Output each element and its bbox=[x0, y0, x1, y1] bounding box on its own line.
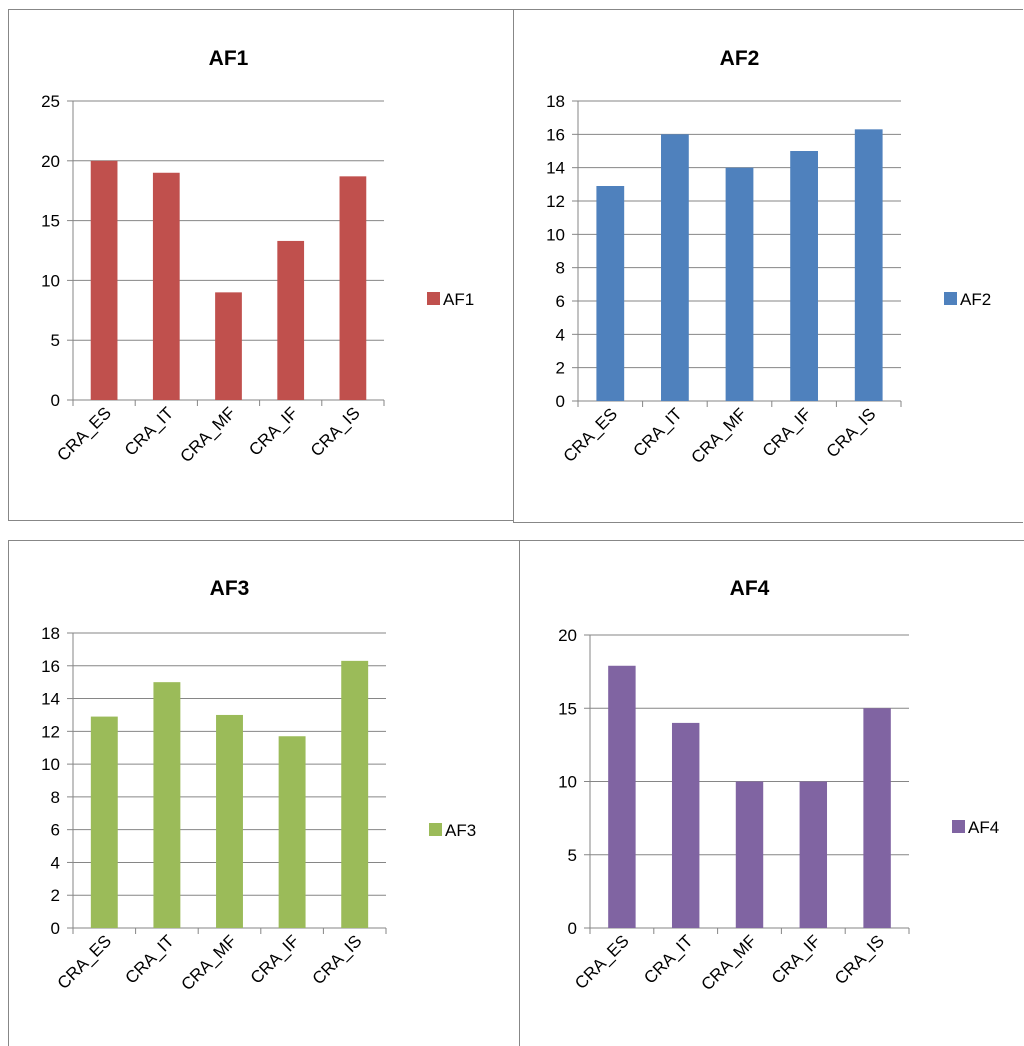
y-tick-label: 18 bbox=[41, 624, 60, 643]
legend-swatch bbox=[429, 823, 442, 836]
x-tick-label: CRA_MF bbox=[687, 404, 750, 467]
x-tick-label: CRA_ES bbox=[560, 404, 622, 466]
bar-cra-es bbox=[90, 160, 118, 400]
y-tick-label: 5 bbox=[568, 846, 577, 865]
y-tick-label: 16 bbox=[41, 657, 60, 676]
bar-cra-is bbox=[341, 660, 369, 928]
x-tick-label: CRA_IF bbox=[759, 404, 815, 460]
bar-cra-if bbox=[277, 240, 305, 400]
y-tick-label: 10 bbox=[41, 271, 60, 290]
bar-cra-if bbox=[790, 151, 818, 401]
chart-title: AF4 bbox=[730, 577, 770, 600]
y-tick-label: 0 bbox=[51, 919, 60, 938]
legend-swatch bbox=[952, 820, 965, 833]
x-tick-label: CRA_IS bbox=[307, 403, 364, 460]
bar-cra-es bbox=[90, 716, 118, 928]
bar-cra-mf bbox=[725, 167, 754, 401]
chart-panel-af2: AF2 0 2 4 6 8 10 12 14 16 18 CRA_ES CRA_IT CRA_MF CRA_… bbox=[513, 9, 1023, 523]
chart-af1: AF1 0 5 10 15 20 25 CRA_ES CRA_IT CRA_MF CRA_IF CRA… bbox=[41, 47, 474, 466]
x-tick-label: CRA_IF bbox=[245, 403, 301, 459]
legend-swatch bbox=[944, 292, 957, 305]
x-tick-label: CRA_MF bbox=[177, 931, 240, 994]
bar-cra-it bbox=[661, 134, 689, 401]
x-tick-label: CRA_MF bbox=[697, 931, 760, 994]
x-tick-label: CRA_ES bbox=[571, 931, 633, 993]
bar-cra-it bbox=[671, 722, 700, 928]
y-tick-label: 10 bbox=[41, 755, 60, 774]
x-tick-label: CRA_IF bbox=[768, 931, 824, 987]
y-tick-label: 20 bbox=[41, 152, 60, 171]
chart-title: AF1 bbox=[209, 47, 249, 70]
y-tick-label: 8 bbox=[51, 788, 60, 807]
y-tick-label: 10 bbox=[546, 225, 565, 244]
y-tick-label: 16 bbox=[546, 125, 565, 144]
bar-cra-is bbox=[339, 176, 367, 400]
bar-cra-it bbox=[153, 682, 181, 928]
bar-cra-if bbox=[799, 781, 828, 928]
chart-title: AF2 bbox=[720, 47, 760, 70]
y-tick-label: 15 bbox=[558, 699, 577, 718]
y-tick-label: 20 bbox=[558, 626, 577, 645]
chart-panel-af1: AF1 0 5 10 15 20 25 CRA_ES CRA_IT CRA_MF CRA_IF CRA… bbox=[8, 9, 515, 521]
y-tick-label: 12 bbox=[41, 722, 60, 741]
y-tick-label: 5 bbox=[51, 331, 60, 350]
y-tick-label: 12 bbox=[546, 192, 565, 211]
y-tick-label: 10 bbox=[558, 773, 577, 792]
x-tick-label: CRA_IS bbox=[831, 931, 888, 988]
bar-cra-mf bbox=[216, 714, 243, 928]
x-tick-label: CRA_IT bbox=[630, 404, 686, 460]
y-tick-label: 2 bbox=[556, 359, 565, 378]
y-tick-label: 0 bbox=[51, 391, 60, 410]
x-tick-label: CRA_IS bbox=[309, 931, 366, 988]
bar-cra-es bbox=[596, 186, 625, 401]
chart-af4: AF4 0 5 10 15 20 CRA_ES CRA_IT CRA_MF CRA_IF CRA_I… bbox=[558, 577, 999, 994]
x-tick-label: CRA_IT bbox=[121, 403, 177, 459]
legend-label: AF1 bbox=[443, 290, 474, 309]
y-tick-label: 4 bbox=[556, 325, 565, 344]
y-tick-label: 18 bbox=[546, 92, 565, 111]
y-tick-label: 14 bbox=[41, 690, 60, 709]
bar-cra-es bbox=[608, 665, 636, 928]
y-tick-label: 14 bbox=[546, 159, 565, 178]
chart-panel-af4: AF4 0 5 10 15 20 CRA_ES CRA_IT CRA_MF CRA_IF CRA_I… bbox=[519, 540, 1024, 1046]
bar-cra-is bbox=[863, 708, 891, 928]
y-tick-label: 25 bbox=[41, 92, 60, 111]
bar-cra-if bbox=[278, 736, 306, 928]
y-tick-label: 2 bbox=[51, 886, 60, 905]
x-tick-label: CRA_IT bbox=[640, 931, 696, 987]
legend-swatch bbox=[427, 292, 440, 305]
y-tick-label: 8 bbox=[556, 259, 565, 278]
bar-cra-mf bbox=[215, 292, 242, 400]
bar-cra-mf bbox=[735, 781, 764, 928]
x-tick-label: CRA_ES bbox=[54, 931, 116, 993]
x-tick-label: CRA_IS bbox=[823, 404, 880, 461]
y-tick-label: 0 bbox=[568, 919, 577, 938]
legend-label: AF3 bbox=[445, 821, 476, 840]
bar-cra-is bbox=[854, 129, 883, 401]
y-tick-label: 0 bbox=[556, 392, 565, 411]
bar-cra-it bbox=[152, 172, 180, 400]
x-tick-label: CRA_IT bbox=[122, 931, 178, 987]
legend-label: AF4 bbox=[968, 818, 999, 837]
x-tick-label: CRA_ES bbox=[53, 403, 115, 465]
chart-panel-af3: AF3 0 2 4 6 8 10 12 14 16 18 CRA_ES CRA_IT CRA_MF CRA_… bbox=[8, 540, 521, 1046]
legend-label: AF2 bbox=[960, 290, 991, 309]
y-tick-label: 6 bbox=[556, 292, 565, 311]
x-tick-label: CRA_MF bbox=[176, 403, 239, 466]
x-tick-label: CRA_IF bbox=[247, 931, 303, 987]
y-tick-label: 6 bbox=[51, 821, 60, 840]
chart-title: AF3 bbox=[210, 577, 250, 600]
y-tick-label: 4 bbox=[51, 853, 60, 872]
y-tick-label: 15 bbox=[41, 212, 60, 231]
